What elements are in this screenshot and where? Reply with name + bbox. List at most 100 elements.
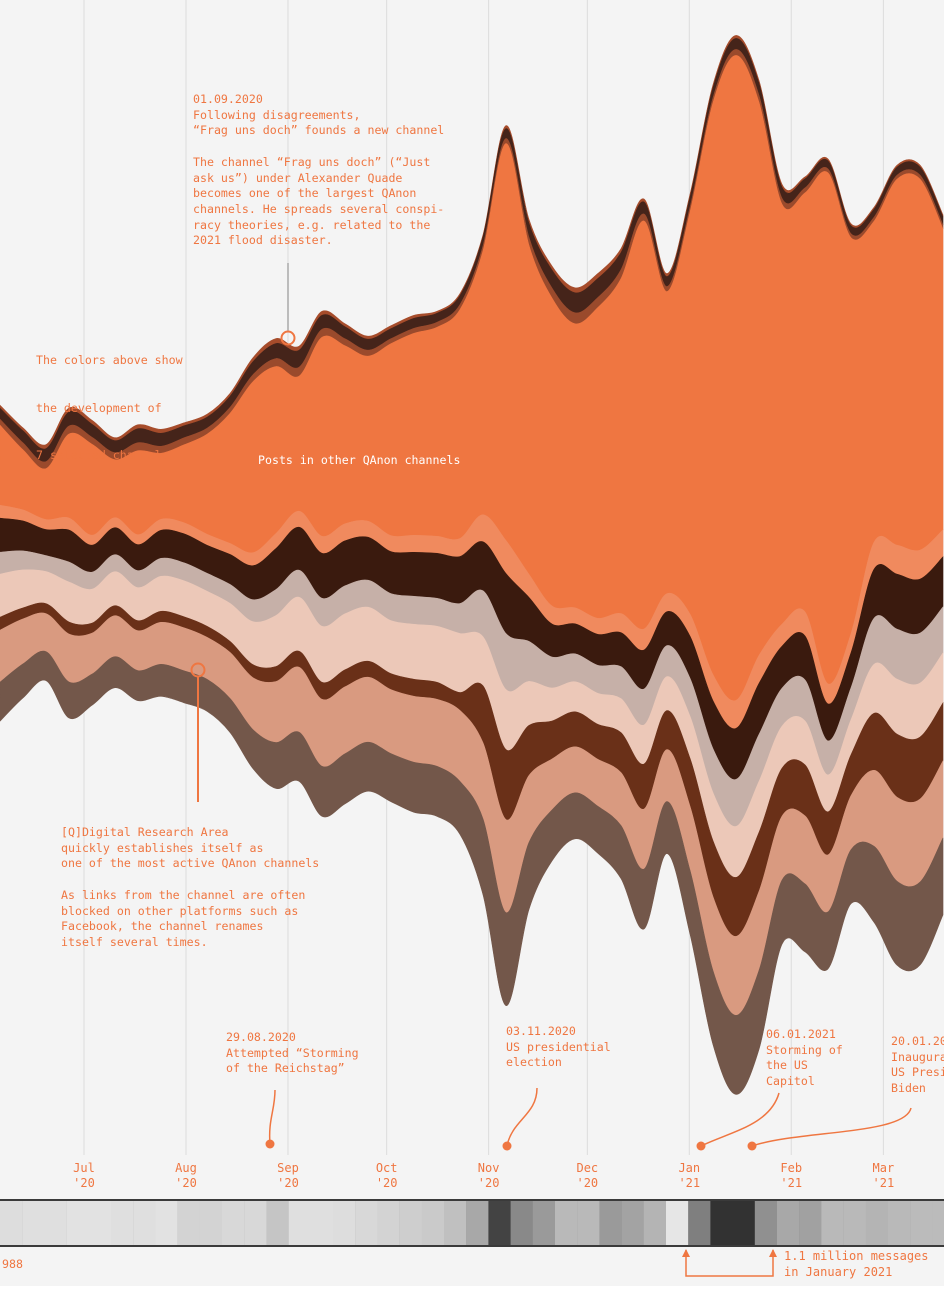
x-tick-label: Dec '20 [562, 1161, 612, 1191]
strip-cell [88, 1201, 112, 1245]
strip-cell [488, 1201, 511, 1245]
annotation-line: US Presi [891, 1065, 944, 1080]
strip-cell [643, 1201, 667, 1245]
tick-month: Aug [175, 1161, 197, 1175]
strip-cell [532, 1201, 556, 1245]
strip-cell [133, 1201, 156, 1245]
tick-month: Nov [477, 1161, 500, 1175]
annotation-lines [190, 263, 912, 1277]
other-channels-label: Posts in other QAnon channels [258, 453, 461, 467]
annotation-line: 29.08.2020 [226, 1030, 296, 1044]
tick-year: '20 [175, 1176, 197, 1190]
strip-cell [155, 1201, 178, 1245]
annotation-line: “Frag uns doch” founds a new channel [193, 123, 445, 138]
strip-cell [888, 1201, 911, 1245]
tick-year: '20 [477, 1176, 500, 1190]
annotation-line: quickly establishes itself as [61, 840, 264, 855]
strip-cell [44, 1201, 67, 1245]
event-connector [751, 1107, 912, 1147]
tick-year: '20 [375, 1176, 398, 1190]
strip-left-value: 988 [2, 1257, 23, 1271]
x-tick-label: Jul '20 [59, 1161, 109, 1191]
event-dot [696, 1141, 706, 1151]
x-tick-label: Jan '21 [664, 1161, 714, 1191]
annotation-line: Attempted “Storming [226, 1045, 359, 1060]
strip-cell [244, 1201, 267, 1245]
annotation-line [193, 139, 444, 155]
annotation-line: Storming of [766, 1042, 843, 1057]
annotation-marker [280, 330, 296, 346]
event-inauguration: 20.01.20 Inaugura US Presi Biden [891, 1034, 944, 1097]
strip-cell [777, 1201, 800, 1245]
tick-month: Oct [375, 1161, 398, 1175]
strip-cell [732, 1201, 755, 1245]
x-tick-label: Mar '21 [858, 1161, 908, 1191]
annotation-line [61, 872, 319, 888]
annotation-marker [190, 662, 206, 678]
strip-cell [66, 1201, 89, 1245]
arrow-up-icon [682, 1249, 690, 1257]
event-connector [268, 1089, 276, 1145]
annotation-line: US presidential [506, 1039, 611, 1054]
event-dot [265, 1139, 275, 1149]
event-capitol: 06.01.2021 Storming of the US Capitol [766, 1027, 843, 1090]
annotation-line: channels. He spreads several conspi- [193, 201, 445, 216]
event-dot [747, 1141, 757, 1151]
strip-cell [333, 1201, 356, 1245]
event-dot [502, 1141, 512, 1151]
annotation-line: 20.01.20 [891, 1034, 944, 1048]
strip-cell [577, 1201, 600, 1245]
annotation-line: Inaugura [891, 1049, 944, 1064]
arrow-up-icon [769, 1249, 777, 1257]
annotation-line: 06.01.2021 [766, 1027, 836, 1041]
annotation-line: Capitol [766, 1074, 815, 1089]
annotation-line: one of the most active QAnon channels [61, 856, 320, 871]
annotation-line: blocked on other platforms such as [61, 903, 299, 918]
annotation-line: 03.11.2020 [506, 1024, 576, 1038]
annotation-line: [Q]Digital Research Area [61, 825, 229, 839]
strip-cell [910, 1201, 933, 1245]
colors-note: The colors above show the development of… [36, 322, 183, 495]
annotation-line: racy theories, e.g. related to the [193, 217, 431, 232]
strip-cell [22, 1201, 45, 1245]
strip-cell [799, 1201, 822, 1245]
strip-cell [510, 1201, 533, 1245]
tick-month: Jul [73, 1161, 95, 1175]
strip-cell [555, 1201, 578, 1245]
tick-month: Jan [678, 1161, 701, 1175]
x-tick-label: Oct '20 [362, 1161, 412, 1191]
strip-cell [688, 1201, 711, 1245]
tick-month: Mar [872, 1161, 895, 1175]
note-line: 7 selected channels [36, 447, 169, 462]
annotation-line: Following disagreements, [193, 107, 361, 122]
stream-layer-s7 [0, 650, 944, 1095]
strip-cell [599, 1201, 622, 1245]
strip-cell [754, 1201, 778, 1245]
tick-year: '20 [277, 1176, 299, 1190]
strip-cell [932, 1201, 944, 1245]
strip-cell [266, 1201, 289, 1245]
strip-cell [621, 1201, 644, 1245]
strip-cell [821, 1201, 844, 1245]
tick-year: '21 [780, 1176, 803, 1190]
annotation-line: 01.09.2020 [193, 92, 263, 106]
strip-cell [199, 1201, 223, 1245]
strip-cell [710, 1201, 733, 1245]
strip-cell [377, 1201, 400, 1245]
strip-cell [444, 1201, 467, 1245]
tick-year: '21 [872, 1176, 895, 1190]
strip-cell [177, 1201, 200, 1245]
strip-cell [865, 1201, 889, 1245]
strip-cell [0, 1201, 23, 1245]
annotation-line: The channel “Frag uns doch” (“Just [193, 154, 431, 169]
strip-cell [111, 1201, 134, 1245]
strip-cell [399, 1201, 422, 1245]
tick-year: '21 [678, 1176, 701, 1190]
tick-month: Sep [277, 1161, 299, 1175]
note-line: The colors above show [36, 353, 183, 368]
strip-cell [843, 1201, 866, 1245]
annotation-line: As links from the channel are often [61, 887, 306, 902]
strip-cell [421, 1201, 445, 1245]
